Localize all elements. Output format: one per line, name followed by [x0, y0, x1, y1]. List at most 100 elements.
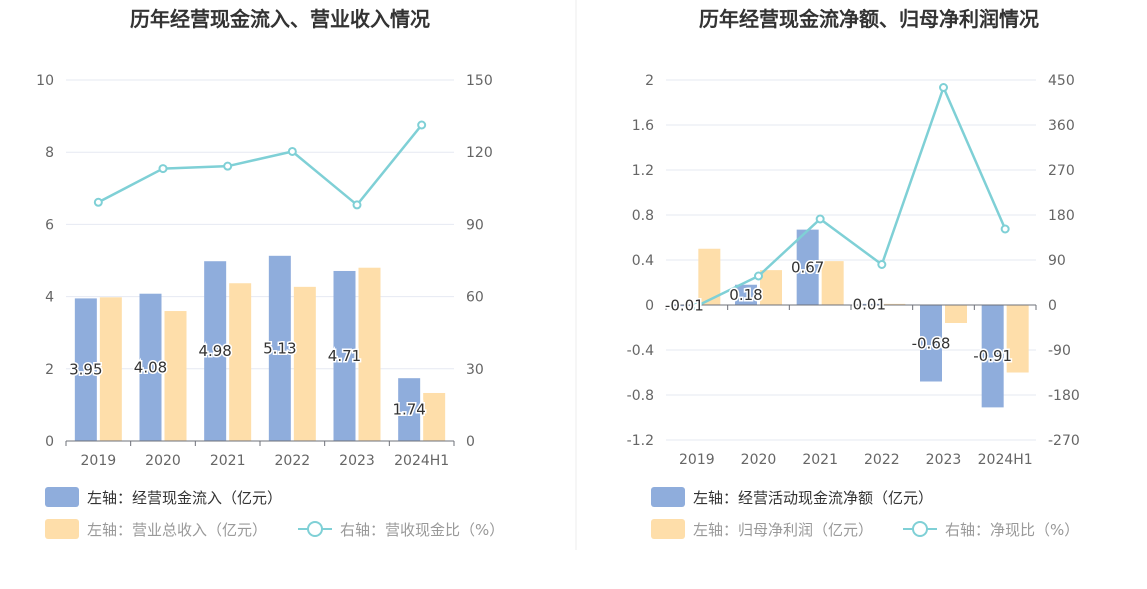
legend-marker — [912, 521, 928, 537]
bar — [821, 261, 844, 305]
legend-marker — [307, 521, 323, 537]
y-tick-left: 0 — [645, 298, 654, 314]
line-point — [352, 200, 362, 210]
y-tick-right: -90 — [1048, 343, 1071, 359]
bar — [673, 305, 696, 307]
chart-title: 历年经营现金流入、营业收入情况 — [130, 7, 430, 31]
bar — [760, 270, 782, 305]
y-tick-right: 450 — [1048, 73, 1075, 89]
y-tick-left: -0.8 — [627, 388, 654, 404]
data-label: 3.95 — [69, 361, 102, 379]
x-tick-label: 2023 — [339, 453, 375, 469]
chart-2-plot: -1.2 -0.8 -0.4 0 0.4 0.8 1.2 1.6 2 -270 -180 -90 0 90… — [627, 73, 1080, 468]
legend-item[interactable]: 右轴：净现比（%） — [903, 521, 1079, 539]
y-tick-right: 270 — [1048, 163, 1075, 179]
data-label: 0.01 — [853, 295, 886, 313]
bar — [698, 248, 721, 305]
x-tick-label: 2019 — [81, 453, 117, 469]
bar — [423, 392, 446, 441]
y-tick-right: 0 — [1048, 298, 1057, 314]
data-label: -0.68 — [912, 334, 951, 352]
x-tick-label: 2024H1 — [394, 453, 449, 469]
legend-swatch — [651, 519, 685, 539]
bar — [945, 305, 967, 323]
x-tick-label: 2023 — [926, 452, 962, 468]
line-point — [754, 271, 763, 281]
line-point — [1000, 224, 1010, 234]
data-label: 4.08 — [134, 358, 167, 376]
y-tick-right: 30 — [466, 362, 484, 378]
y-tick-left: 8 — [45, 145, 54, 161]
bar — [920, 305, 942, 382]
chart-1-plot: 0 2 4 6 8 10 0 30 60 90 120 150 2019 2020 2021 2022 2023… — [36, 73, 493, 469]
legend-swatch — [45, 519, 79, 539]
y-tick-left: 10 — [36, 73, 54, 89]
bar — [164, 311, 187, 441]
x-tick-label: 2021 — [210, 453, 246, 469]
legend-item[interactable]: 左轴：归母净利润（亿元） — [651, 519, 873, 539]
line-point — [158, 164, 168, 174]
y-tick-left: 0.4 — [632, 253, 654, 269]
bar — [268, 255, 291, 441]
legend: 左轴：经营活动现金流净额（亿元） 左轴：归母净利润（亿元） 右轴：净现比（%） — [651, 487, 1079, 539]
y-tick-right: 0 — [466, 434, 475, 450]
y-tick-left: 1.6 — [632, 118, 654, 134]
legend: 左轴：经营现金流入（亿元） 左轴：营业总收入（亿元） 右轴：营收现金比（%） — [45, 487, 504, 539]
bar — [883, 303, 906, 305]
data-label: 1.74 — [392, 401, 425, 419]
legend-item[interactable]: 右轴：营收现金比（%） — [298, 521, 504, 539]
bar — [293, 286, 316, 441]
y-tick-right: 90 — [466, 217, 484, 233]
legend-label: 左轴：经营现金流入（亿元） — [87, 489, 282, 507]
y-tick-right: 120 — [466, 145, 493, 161]
bar — [796, 229, 819, 305]
data-label: 5.13 — [263, 339, 296, 357]
data-label: 0.67 — [791, 258, 824, 276]
line-point — [417, 120, 427, 130]
series-line — [696, 84, 1007, 308]
x-tick-label: 2022 — [275, 453, 311, 469]
y-tick-left: 1.2 — [632, 163, 654, 179]
legend-swatch — [45, 487, 79, 507]
line-point — [877, 260, 887, 269]
x-tick-label: 2019 — [679, 452, 715, 468]
legend-label: 左轴：归母净利润（亿元） — [693, 521, 873, 539]
y-tick-left: 4 — [45, 290, 54, 306]
x-tick-label: 2024H1 — [978, 452, 1033, 468]
line-point — [93, 197, 103, 207]
line-point — [939, 83, 948, 92]
chart-title: 历年经营现金流净额、归母净利润情况 — [699, 7, 1039, 31]
legend-item[interactable]: 左轴：营业总收入（亿元） — [45, 519, 267, 539]
x-tick-label: 2020 — [741, 452, 777, 468]
series-line — [97, 124, 423, 207]
bar — [858, 303, 881, 305]
line-point — [287, 146, 297, 156]
bar — [139, 293, 162, 441]
line-point — [815, 214, 825, 224]
y-tick-right: 360 — [1048, 118, 1075, 134]
y-tick-right: 60 — [466, 290, 484, 306]
legend-label: 右轴：营收现金比（%） — [340, 521, 504, 539]
data-label: 4.71 — [328, 347, 361, 365]
y-tick-left: 6 — [45, 217, 54, 233]
y-tick-right: 150 — [466, 73, 493, 89]
legend-item[interactable]: 左轴：经营现金流入（亿元） — [45, 487, 282, 507]
legend-item[interactable]: 左轴：经营活动现金流净额（亿元） — [651, 487, 933, 507]
y-tick-left: 0 — [45, 434, 54, 450]
bar — [229, 283, 252, 441]
legend-label: 左轴：经营活动现金流净额（亿元） — [693, 489, 933, 507]
legend-swatch — [651, 487, 685, 507]
bar — [74, 298, 97, 441]
bar — [204, 261, 227, 441]
x-tick-label: 2020 — [145, 453, 181, 469]
y-tick-left: -1.2 — [627, 433, 654, 449]
y-tick-left: -0.4 — [627, 343, 654, 359]
y-tick-left: 2 — [645, 73, 654, 89]
data-label: -0.91 — [973, 347, 1012, 365]
bar — [358, 267, 381, 441]
bar — [333, 270, 356, 441]
y-tick-right: 180 — [1048, 208, 1075, 224]
bar — [99, 297, 122, 441]
